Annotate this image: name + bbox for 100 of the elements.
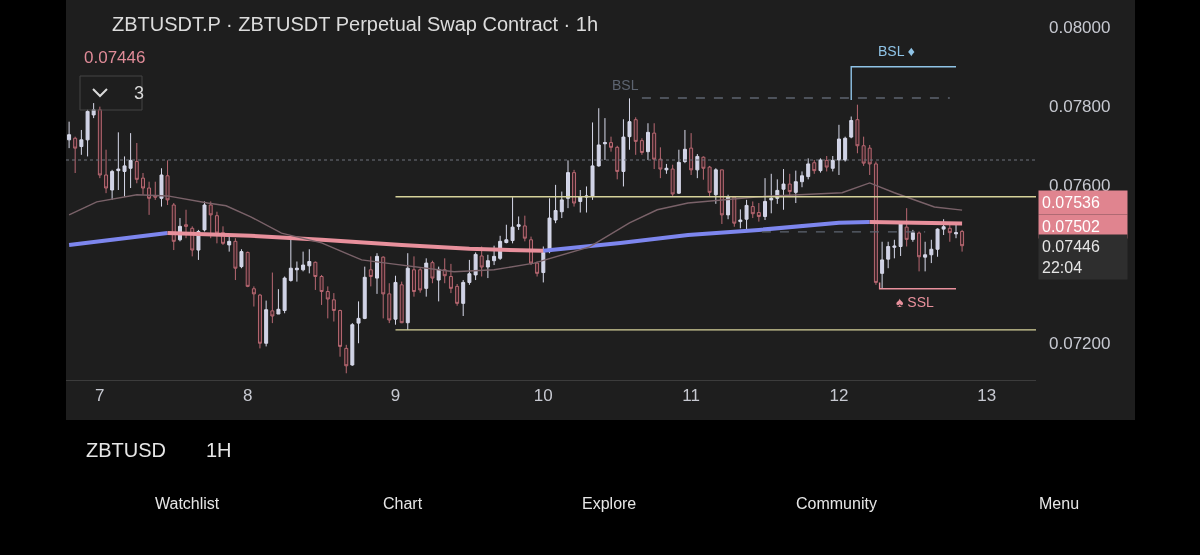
text: Menu [1039,495,1080,512]
text: 0.07446 22:04 [1042,238,1100,276]
candlestick [399,281,404,324]
text: Community [796,495,877,512]
candlestick [485,254,490,279]
candlestick [566,159,570,209]
candlestick [214,211,219,244]
candlestick [824,155,829,172]
candlestick [769,173,774,214]
candlestick [609,136,613,153]
candlestick [615,145,620,180]
candlestick [461,279,466,317]
candlestick [362,266,367,320]
candlestick [479,245,484,278]
candlestick [800,170,804,188]
candlestick [418,267,423,294]
candlestick [880,241,885,289]
candlestick [750,200,755,219]
candlestick [116,131,121,191]
candlestick [504,224,509,244]
candlestick [763,177,768,221]
text: Watchlist [155,495,220,512]
candlestick [652,122,657,170]
y-tick-label: 0.07200 [1049,333,1111,353]
candlestick [424,257,429,298]
candlestick [578,189,583,214]
text: Explore [582,495,637,512]
annotation: ♠ SSL [896,294,934,310]
y-tick-label: 0.07600 [1049,175,1111,195]
candlestick [387,282,392,324]
candlestick [867,144,872,176]
candlestick [67,121,72,149]
candlestick [159,167,164,208]
candlestick [294,261,299,283]
candlestick [104,149,109,194]
candlestick [448,263,453,294]
candlestick [202,200,207,232]
candlestick [836,124,841,176]
x-tick-label: 7 [95,386,105,406]
candlestick [270,272,275,324]
candlestick [350,322,355,367]
x-tick-label: 10 [533,386,553,406]
candlestick [873,161,878,286]
candlestick [375,252,379,295]
candlestick [307,248,312,274]
candlestick [572,169,577,208]
candlestick [141,172,145,196]
candlestick [633,116,638,156]
candlestick [535,261,540,278]
candlestick [442,257,447,284]
candlestick [787,173,792,198]
candlestick [923,241,928,272]
candlestick [818,157,823,174]
candlestick [264,300,269,347]
candlestick [732,196,737,228]
candlestick [393,275,398,326]
candlestick [886,241,891,269]
candlestick [861,136,866,167]
x-tick-label: 8 [242,386,253,406]
text: 0.07446 [84,48,146,67]
candlestick [559,191,564,219]
candlestick [301,251,306,272]
candlestick [97,106,102,179]
candlestick [719,169,724,225]
candlestick [91,102,96,119]
candlestick [676,149,681,195]
candlestick [738,208,743,229]
candlestick [436,266,441,302]
candlestick [954,222,959,239]
x-tick-label: 9 [390,386,401,406]
candlestick [793,170,798,204]
candlestick [245,251,250,288]
candlestick [917,230,922,272]
candlestick [781,168,786,211]
candlestick [239,248,244,269]
text: 0.07502 [1042,218,1100,235]
candlestick [849,116,854,139]
candlestick [670,164,675,197]
candlestick [522,215,527,242]
candlestick [960,229,965,253]
candlestick [541,245,546,283]
candlestick [756,202,761,223]
candlestick [134,142,139,184]
candlestick [812,159,817,175]
line-series [165,231,546,253]
candlestick [645,122,650,161]
text: ZBTUSDT.P · ZBTUSDT Perpetual Swap Contract · 1h [112,13,599,35]
candlestick [110,169,115,201]
candlestick [806,157,811,180]
candlestick [331,292,336,323]
candlestick [726,194,731,220]
candlestick [233,237,238,281]
text: ZBTUSD [86,439,166,461]
annotation: 3 [134,83,145,103]
candlestick [639,137,644,156]
candlestick [664,163,669,175]
candlestick [744,199,749,232]
candlestick [596,107,601,168]
line-series [68,182,963,273]
candlestick [344,344,349,374]
